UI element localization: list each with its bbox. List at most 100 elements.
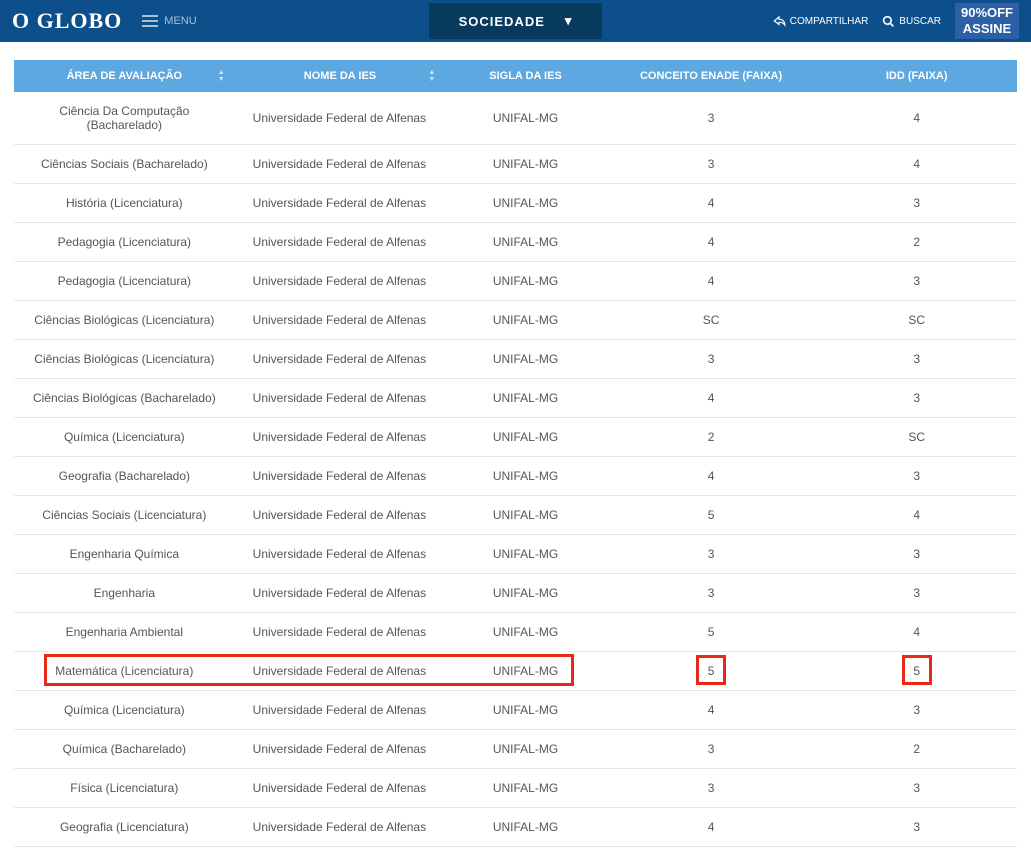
table-row: Química (Bacharelado)Universidade Federa… <box>14 730 1017 769</box>
cell-nome: Universidade Federal de Alfenas <box>235 613 446 652</box>
cell-enade: 5 <box>606 652 817 691</box>
cell-area: Engenharia Química <box>14 535 235 574</box>
cell-sigla: UNIFAL-MG <box>445 457 605 496</box>
cell-enade: 4 <box>606 223 817 262</box>
cell-idd: 4 <box>816 145 1017 184</box>
cell-enade: 3 <box>606 145 817 184</box>
col-header-sigla[interactable]: SIGLA DA IES <box>445 60 605 92</box>
cell-area: Ciência Da Computação (Bacharelado) <box>14 92 235 145</box>
table-row: Ciências Biológicas (Licenciatura)Univer… <box>14 340 1017 379</box>
cell-area: Química (Bacharelado) <box>14 730 235 769</box>
cell-idd: 4 <box>816 496 1017 535</box>
cell-nome: Universidade Federal de Alfenas <box>235 301 446 340</box>
cell-enade: 4 <box>606 379 817 418</box>
cell-enade: 5 <box>606 613 817 652</box>
cell-sigla: UNIFAL-MG <box>445 496 605 535</box>
cell-area: Geografia (Licenciatura) <box>14 808 235 847</box>
cell-sigla: UNIFAL-MG <box>445 92 605 145</box>
cell-idd: 3 <box>816 808 1017 847</box>
table-row: Engenharia AmbientalUniversidade Federal… <box>14 613 1017 652</box>
highlight-box <box>902 655 932 685</box>
cell-idd: 3 <box>816 535 1017 574</box>
cell-idd: 4 <box>816 92 1017 145</box>
table-body: Ciência Da Computação (Bacharelado)Unive… <box>14 92 1017 847</box>
cell-nome: Universidade Federal de Alfenas <box>235 730 446 769</box>
table-row: Geografia (Licenciatura)Universidade Fed… <box>14 808 1017 847</box>
subscribe-badge[interactable]: 90%OFF ASSINE <box>955 3 1019 38</box>
cell-area: Pedagogia (Licenciatura) <box>14 262 235 301</box>
table-row: Ciência Da Computação (Bacharelado)Unive… <box>14 92 1017 145</box>
cell-nome: Universidade Federal de Alfenas <box>235 457 446 496</box>
col-header-idd[interactable]: IDD (FAIXA) <box>816 60 1017 92</box>
site-logo[interactable]: O GLOBO <box>12 8 122 34</box>
cell-area: Ciências Biológicas (Bacharelado) <box>14 379 235 418</box>
cell-area: Engenharia Ambiental <box>14 613 235 652</box>
cell-area: Química (Licenciatura) <box>14 418 235 457</box>
cell-idd: 3 <box>816 574 1017 613</box>
cell-sigla: UNIFAL-MG <box>445 223 605 262</box>
cell-enade: 3 <box>606 340 817 379</box>
cell-nome: Universidade Federal de Alfenas <box>235 808 446 847</box>
table-row: Pedagogia (Licenciatura)Universidade Fed… <box>14 262 1017 301</box>
cell-area: Física (Licenciatura) <box>14 769 235 808</box>
cell-idd: 4 <box>816 613 1017 652</box>
hamburger-icon <box>142 15 158 27</box>
cell-sigla: UNIFAL-MG <box>445 574 605 613</box>
cell-nome: Universidade Federal de Alfenas <box>235 652 446 691</box>
table-row: Ciências Biológicas (Bacharelado)Univers… <box>14 379 1017 418</box>
section-dropdown[interactable]: SOCIEDADE ▾ <box>429 3 603 39</box>
menu-button[interactable]: MENU <box>142 15 196 27</box>
highlight-box <box>696 655 726 685</box>
cell-area: Engenharia <box>14 574 235 613</box>
cell-sigla: UNIFAL-MG <box>445 340 605 379</box>
cell-sigla: UNIFAL-MG <box>445 418 605 457</box>
cell-area: Ciências Biológicas (Licenciatura) <box>14 340 235 379</box>
cell-enade: 4 <box>606 457 817 496</box>
cell-enade: 4 <box>606 184 817 223</box>
cell-enade: 3 <box>606 769 817 808</box>
cell-idd: 3 <box>816 340 1017 379</box>
cell-sigla: UNIFAL-MG <box>445 808 605 847</box>
cell-idd: 2 <box>816 223 1017 262</box>
search-button[interactable]: BUSCAR <box>882 15 941 28</box>
col-header-area[interactable]: ÁREA DE AVALIAÇÃO ▲▼ <box>14 60 235 92</box>
cell-area: Geografia (Bacharelado) <box>14 457 235 496</box>
cell-enade: 4 <box>606 262 817 301</box>
share-label: COMPARTILHAR <box>790 16 869 27</box>
table-row: EngenhariaUniversidade Federal de Alfena… <box>14 574 1017 613</box>
menu-label: MENU <box>164 15 196 27</box>
cell-enade: SC <box>606 301 817 340</box>
share-icon <box>772 14 786 28</box>
cell-enade: 4 <box>606 691 817 730</box>
top-navbar: O GLOBO MENU SOCIEDADE ▾ COMPARTILHAR BU… <box>0 0 1031 42</box>
table-row: Ciências Sociais (Bacharelado)Universida… <box>14 145 1017 184</box>
cell-area: Ciências Biológicas (Licenciatura) <box>14 301 235 340</box>
cell-idd: 5 <box>816 652 1017 691</box>
cell-nome: Universidade Federal de Alfenas <box>235 145 446 184</box>
data-table: ÁREA DE AVALIAÇÃO ▲▼ NOME DA IES ▲▼ SIGL… <box>14 60 1017 847</box>
cell-idd: SC <box>816 301 1017 340</box>
cell-nome: Universidade Federal de Alfenas <box>235 92 446 145</box>
cell-enade: 5 <box>606 496 817 535</box>
cell-nome: Universidade Federal de Alfenas <box>235 418 446 457</box>
table-header-row: ÁREA DE AVALIAÇÃO ▲▼ NOME DA IES ▲▼ SIGL… <box>14 60 1017 92</box>
cell-nome: Universidade Federal de Alfenas <box>235 184 446 223</box>
col-header-nome[interactable]: NOME DA IES ▲▼ <box>235 60 446 92</box>
share-button[interactable]: COMPARTILHAR <box>772 14 869 28</box>
cell-sigla: UNIFAL-MG <box>445 301 605 340</box>
cell-enade: 4 <box>606 808 817 847</box>
cell-idd: 3 <box>816 262 1017 301</box>
col-header-enade[interactable]: CONCEITO ENADE (FAIXA) <box>606 60 817 92</box>
cell-area: História (Licenciatura) <box>14 184 235 223</box>
table-row: Engenharia QuímicaUniversidade Federal d… <box>14 535 1017 574</box>
cell-sigla: UNIFAL-MG <box>445 184 605 223</box>
table-container: ÁREA DE AVALIAÇÃO ▲▼ NOME DA IES ▲▼ SIGL… <box>0 42 1031 865</box>
cell-nome: Universidade Federal de Alfenas <box>235 769 446 808</box>
cell-idd: 3 <box>816 691 1017 730</box>
subscribe-label: ASSINE <box>961 21 1013 37</box>
search-label: BUSCAR <box>899 16 941 27</box>
cell-nome: Universidade Federal de Alfenas <box>235 574 446 613</box>
cell-sigla: UNIFAL-MG <box>445 262 605 301</box>
section-label: SOCIEDADE <box>459 14 545 29</box>
cell-idd: 3 <box>816 769 1017 808</box>
